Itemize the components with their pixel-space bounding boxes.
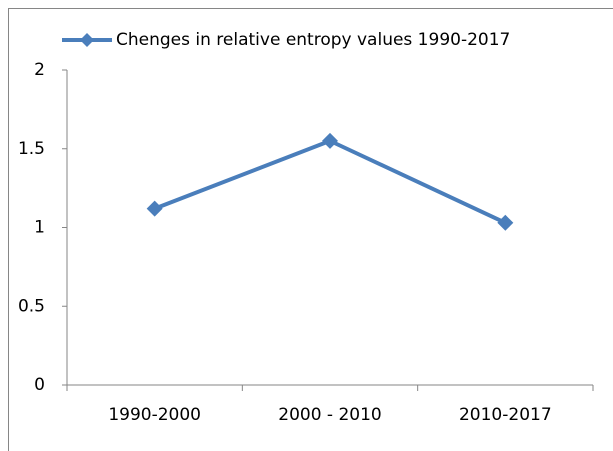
x-tick-label: 2000 - 2010 (278, 405, 381, 425)
y-tick-label: 0 (34, 375, 45, 395)
y-tick-label: 2 (34, 60, 45, 80)
x-tick-label: 1990-2000 (108, 405, 201, 425)
legend-marker (80, 33, 94, 47)
y-tick-label: 0.5 (18, 296, 45, 316)
chart-frame (8, 8, 613, 451)
y-tick-label: 1.5 (18, 139, 45, 159)
y-tick-label: 1 (34, 218, 45, 238)
marker (146, 200, 163, 217)
marker (497, 214, 514, 231)
x-tick-label: 2010-2017 (459, 405, 552, 425)
legend-label: Chenges in relative entropy values 1990-… (116, 30, 510, 50)
marker (322, 132, 338, 149)
